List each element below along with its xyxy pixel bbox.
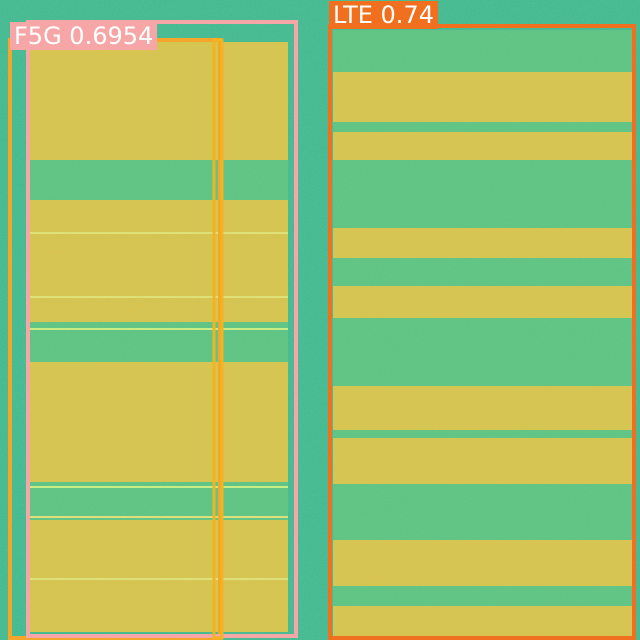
5g-detection-divider [212, 38, 224, 640]
lte-detection-box [328, 24, 636, 640]
5g-detection-box-pink [26, 20, 298, 638]
5g-detection-label: F5G 0.6954 [10, 22, 158, 50]
lte-detection-label: LTE 0.74 [329, 1, 438, 29]
